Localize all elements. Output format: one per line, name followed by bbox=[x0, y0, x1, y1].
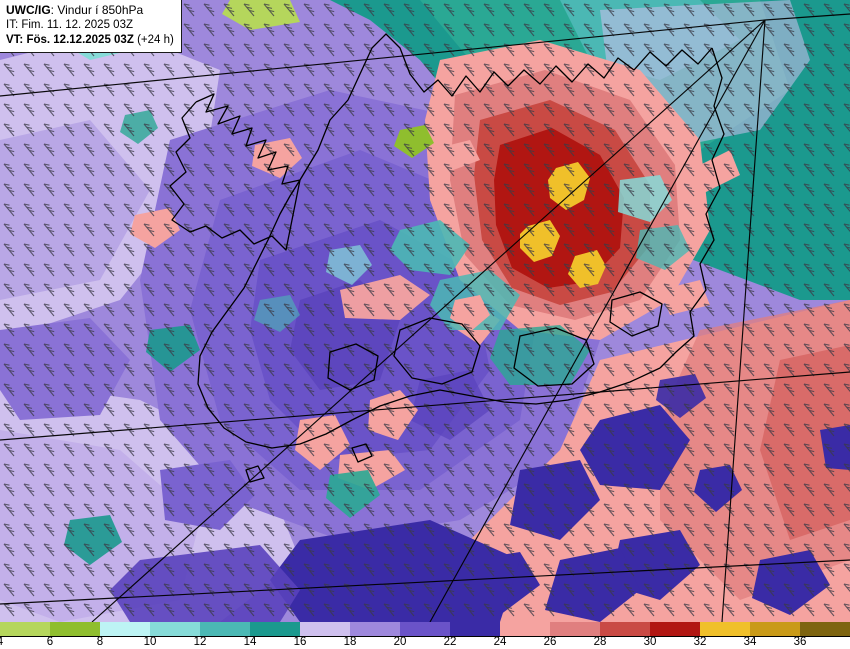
colorbar-swatch bbox=[150, 622, 200, 636]
colorbar-swatch bbox=[250, 622, 300, 636]
map-canvas[interactable] bbox=[0, 0, 850, 622]
colorbar-axis-line bbox=[0, 635, 850, 637]
model-parameter-row: UWC/IG: Vindur í 850hPa bbox=[6, 3, 174, 18]
colorbar-tick: 30 bbox=[643, 636, 657, 648]
colorbar-tick: 6 bbox=[46, 636, 54, 648]
colorbar-tick: 16 bbox=[293, 636, 307, 648]
model-name: UWC/IG bbox=[6, 3, 51, 17]
map-info-label: UWC/IG: Vindur í 850hPa IT: Fim. 11. 12.… bbox=[0, 0, 182, 53]
colorbar-tick: 12 bbox=[193, 636, 207, 648]
colorbar-swatch bbox=[450, 622, 500, 636]
colorbar-tick: 28 bbox=[593, 636, 607, 648]
colorbar-swatch bbox=[500, 622, 550, 636]
colorbar-swatch bbox=[550, 622, 600, 636]
colorbar-swatch bbox=[800, 622, 850, 636]
colorbar-tick: 20 bbox=[393, 636, 407, 648]
graticule-layer bbox=[0, 13, 850, 622]
coastline-layer bbox=[169, 33, 725, 483]
colorbar-swatch bbox=[350, 622, 400, 636]
colorbar-tick: 22 bbox=[443, 636, 457, 648]
valid-time-value: Fös. 12.12.2025 03Z bbox=[26, 34, 134, 47]
colorbar-tick: 32 bbox=[693, 636, 707, 648]
colorbar-tick: 18 bbox=[343, 636, 357, 648]
init-time-row: IT: Fim. 11. 12. 2025 03Z bbox=[6, 19, 133, 32]
colorbar-tick: 24 bbox=[493, 636, 507, 648]
colorbar-tick: 8 bbox=[96, 636, 104, 648]
wind-barb-layer bbox=[0, 0, 850, 622]
colorbar-panel: 4 6 8 10 12 14 16 18 20 22 24 26 28 30 32 34 36 bbox=[0, 622, 850, 649]
colorbar-swatch bbox=[100, 622, 150, 636]
colorbar-tick: 10 bbox=[143, 636, 157, 648]
valid-time-prefix: VT: bbox=[6, 34, 24, 47]
colorbar-swatch bbox=[750, 622, 800, 636]
colorbar-tick: 34 bbox=[743, 636, 757, 648]
colorbar-swatches bbox=[0, 622, 850, 636]
colorbar-swatch bbox=[700, 622, 750, 636]
colorbar-swatch bbox=[50, 622, 100, 636]
colorbar-swatch bbox=[200, 622, 250, 636]
map-panel[interactable] bbox=[0, 0, 850, 622]
colorbar-tick-labels: 4 6 8 10 12 14 16 18 20 22 24 26 28 30 32 34 36 bbox=[0, 636, 850, 649]
colorbar-tick: 4 bbox=[0, 636, 3, 648]
parameter-name: : Vindur í 850hPa bbox=[50, 3, 144, 17]
colorbar-swatch bbox=[650, 622, 700, 636]
colorbar-swatch bbox=[400, 622, 450, 636]
colorbar-tick: 26 bbox=[543, 636, 557, 648]
colorbar-swatch bbox=[0, 622, 50, 636]
forecast-lead-time: (+24 h) bbox=[137, 34, 174, 47]
colorbar-swatch bbox=[600, 622, 650, 636]
colorbar-tick: 36 bbox=[793, 636, 807, 648]
valid-time-row: VT: Fös. 12.12.2025 03Z (+24 h) bbox=[6, 33, 174, 48]
colorbar-tick: 14 bbox=[243, 636, 257, 648]
colorbar-swatch bbox=[300, 622, 350, 636]
